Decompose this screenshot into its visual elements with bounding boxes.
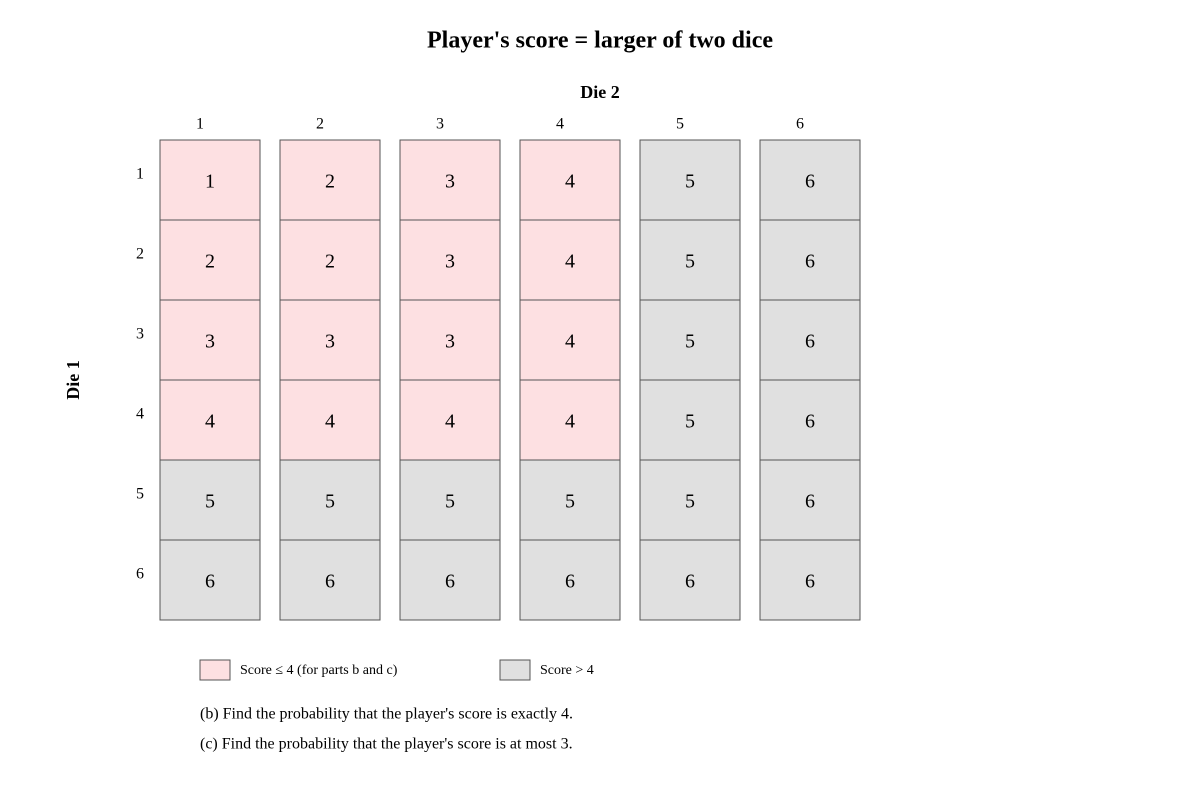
cell-value: 6 xyxy=(805,571,815,593)
cell-value: 5 xyxy=(565,491,575,513)
cell-value: 3 xyxy=(445,171,455,193)
cell-value: 4 xyxy=(565,331,575,353)
cell xyxy=(279,539,381,621)
question: (c) Find the probability that the player… xyxy=(200,736,573,753)
cell xyxy=(159,459,261,541)
cell-value: 6 xyxy=(685,571,695,593)
row-label: 6 xyxy=(136,566,144,583)
cell xyxy=(279,379,381,461)
cell-value: 4 xyxy=(565,411,575,433)
column-label: 5 xyxy=(676,116,684,133)
cell xyxy=(519,139,621,221)
cell-value: 6 xyxy=(445,571,455,593)
cell-value: 3 xyxy=(325,331,335,353)
row-label: 3 xyxy=(136,326,144,343)
cell-value: 2 xyxy=(325,171,335,193)
cell xyxy=(519,539,621,621)
cell xyxy=(519,219,621,301)
cell xyxy=(759,459,861,541)
cell-value: 4 xyxy=(565,251,575,273)
cell xyxy=(639,539,741,621)
cell-value: 5 xyxy=(325,491,335,513)
cell-value: 6 xyxy=(805,171,815,193)
question: (b) Find the probability that the player… xyxy=(200,706,573,723)
row-label: 4 xyxy=(136,406,144,423)
cell xyxy=(279,219,381,301)
column-label: 2 xyxy=(316,116,324,133)
cell-value: 5 xyxy=(205,491,215,513)
column-label: 4 xyxy=(556,116,564,133)
row-axis-label: Die 1 xyxy=(63,360,83,400)
cell xyxy=(519,459,621,541)
cell-value: 5 xyxy=(685,331,695,353)
column-axis-label: Die 2 xyxy=(580,82,620,102)
cell xyxy=(759,299,861,381)
cell-value: 2 xyxy=(325,251,335,273)
cell-value: 5 xyxy=(445,491,455,513)
cell xyxy=(639,299,741,381)
cell-value: 5 xyxy=(685,411,695,433)
cell-value: 5 xyxy=(685,491,695,513)
cell-value: 1 xyxy=(205,171,215,193)
cell-value: 3 xyxy=(205,331,215,353)
cell xyxy=(159,299,261,381)
cell xyxy=(399,299,501,381)
row-label: 2 xyxy=(136,246,144,263)
cell-value: 6 xyxy=(805,491,815,513)
cell-value: 6 xyxy=(205,571,215,593)
cell xyxy=(399,139,501,221)
legend-label: Score ≤ 4 (for parts b and c) xyxy=(240,663,398,678)
row-label: 5 xyxy=(136,486,144,503)
cell-value: 6 xyxy=(805,331,815,353)
cell xyxy=(519,299,621,381)
cell xyxy=(519,379,621,461)
cell xyxy=(759,539,861,621)
cell-value: 5 xyxy=(685,171,695,193)
legend-label: Score > 4 xyxy=(540,663,594,678)
cell-value: 4 xyxy=(445,411,455,433)
cell-value: 6 xyxy=(805,411,815,433)
cell xyxy=(759,219,861,301)
title: Player's score = larger of two dice xyxy=(427,28,773,54)
cell xyxy=(159,139,261,221)
cell xyxy=(159,539,261,621)
cell xyxy=(279,299,381,381)
cell-value: 3 xyxy=(445,251,455,273)
cell-value: 6 xyxy=(325,571,335,593)
cell xyxy=(639,379,741,461)
cell xyxy=(399,379,501,461)
cell xyxy=(399,539,501,621)
cell-value: 4 xyxy=(565,171,575,193)
cell xyxy=(279,459,381,541)
row-label: 1 xyxy=(136,166,144,183)
legend-swatch xyxy=(199,659,231,681)
cell xyxy=(159,379,261,461)
cell-value: 6 xyxy=(565,571,575,593)
cell-value: 3 xyxy=(445,331,455,353)
cell-value: 4 xyxy=(325,411,335,433)
column-label: 3 xyxy=(436,116,444,133)
cell xyxy=(759,379,861,461)
cell-value: 2 xyxy=(205,251,215,273)
column-label: 1 xyxy=(196,116,204,133)
cell-value: 4 xyxy=(205,411,215,433)
cell xyxy=(759,139,861,221)
cell xyxy=(639,459,741,541)
cell-value: 5 xyxy=(685,251,695,273)
cell xyxy=(639,139,741,221)
column-label: 6 xyxy=(796,116,804,133)
legend-swatch xyxy=(499,659,531,681)
cell xyxy=(279,139,381,221)
cell xyxy=(639,219,741,301)
cell xyxy=(399,459,501,541)
cell-value: 6 xyxy=(805,251,815,273)
